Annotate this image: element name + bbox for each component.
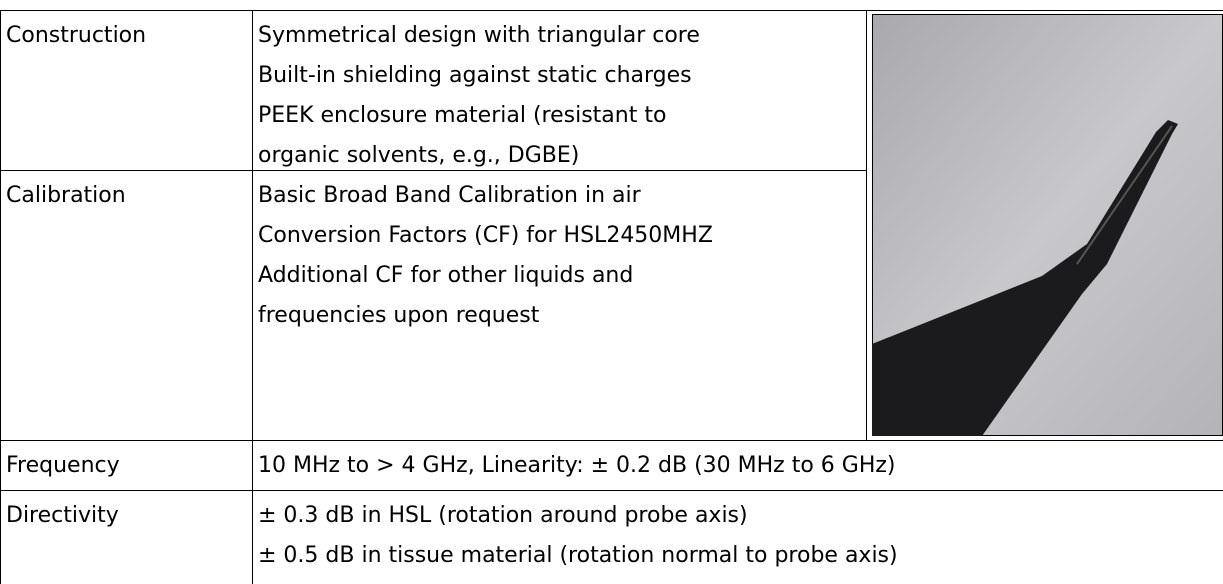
row-label: Frequency [6, 453, 120, 478]
rule [866, 10, 867, 440]
probe-photo [872, 14, 1223, 436]
row-text: Symmetrical design with triangular core [258, 23, 700, 48]
rule [0, 170, 866, 171]
rule [252, 10, 253, 584]
row-label: Directivity [6, 503, 119, 528]
row-text: ± 0.3 dB in HSL (rotation around probe a… [258, 503, 748, 528]
row-label: Construction [6, 23, 147, 48]
row-label: Calibration [6, 183, 126, 208]
row-text: Additional CF for other liquids and [258, 263, 634, 288]
row-text: Built-in shielding against static charge… [258, 63, 692, 88]
rule [0, 490, 1223, 491]
rule [0, 10, 1, 584]
row-text: PEEK enclosure material (resistant to [258, 103, 667, 128]
row-text: Basic Broad Band Calibration in air [258, 183, 641, 208]
row-text: ± 0.5 dB in tissue material (rotation no… [258, 543, 898, 568]
row-text: 10 MHz to > 4 GHz, Linearity: ± 0.2 dB (… [258, 453, 896, 478]
row-text: frequencies upon request [258, 303, 540, 328]
row-text: Conversion Factors (CF) for HSL2450MHZ [258, 223, 713, 248]
rule [0, 440, 1223, 441]
rule [0, 10, 1223, 11]
row-text: organic solvents, e.g., DGBE) [258, 143, 580, 168]
